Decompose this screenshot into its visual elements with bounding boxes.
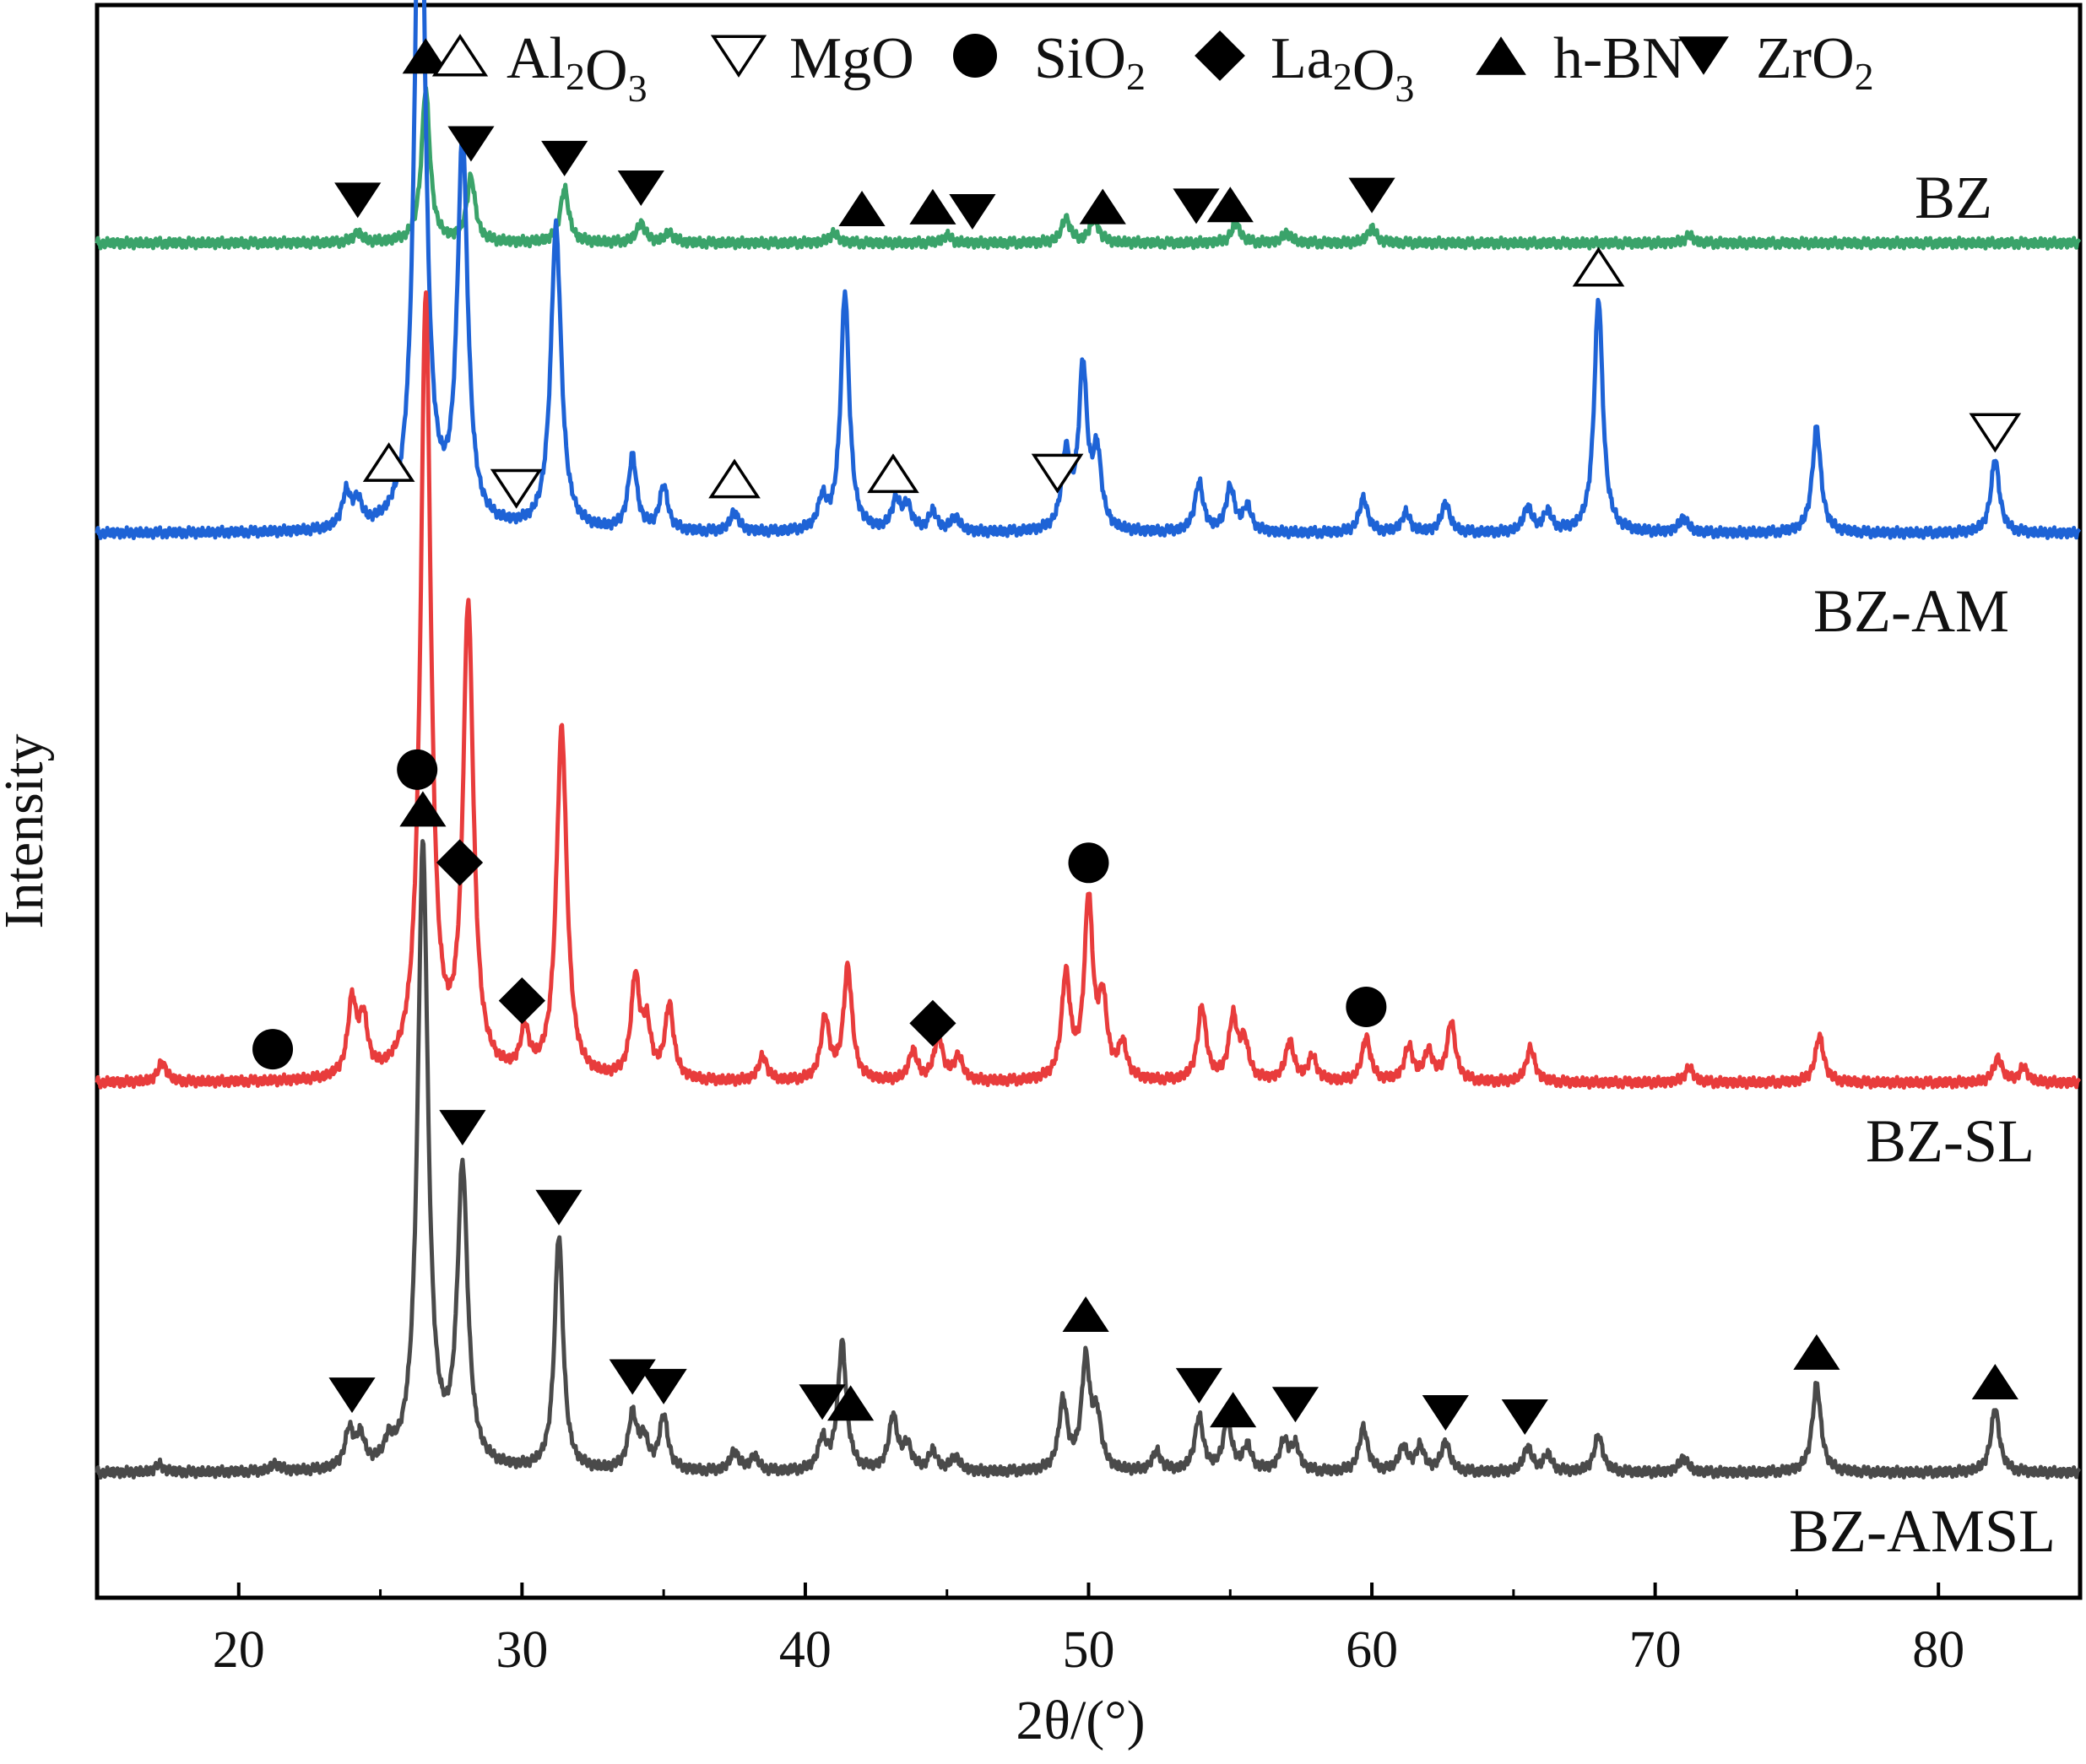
legend-marker-h-bn bbox=[1476, 36, 1526, 75]
peak-marker-bz-sl-4 bbox=[909, 999, 956, 1047]
peak-marker-bz-7 bbox=[949, 194, 996, 230]
legend-marker-mgo bbox=[710, 35, 767, 78]
peak-marker-bz-sl-5 bbox=[1068, 842, 1109, 884]
x-tick-label-80: 80 bbox=[1912, 1621, 1964, 1679]
legend-label-la2o3: La2O3 bbox=[1271, 26, 1414, 110]
peak-marker-bz-am-3 bbox=[708, 458, 761, 499]
peak-marker-bz-5 bbox=[838, 190, 886, 226]
legend-marker-sio2 bbox=[953, 34, 997, 78]
x-tick-label-60: 60 bbox=[1346, 1621, 1398, 1679]
series-line-bz bbox=[95, 85, 2082, 251]
legend-label-al2o3: Al2O3 bbox=[507, 26, 647, 110]
peak-marker-bz-9 bbox=[1173, 188, 1220, 225]
peak-marker-bz-am-5 bbox=[1031, 453, 1084, 494]
peak-marker-bz-sl-0 bbox=[252, 1029, 294, 1070]
peak-marker-bz-11 bbox=[1348, 177, 1395, 214]
x-tick-label-70: 70 bbox=[1629, 1621, 1682, 1679]
peak-marker-bz-amsl-12 bbox=[1422, 1394, 1469, 1431]
x-tick-label-20: 20 bbox=[213, 1621, 265, 1679]
peak-marker-bz-am-7 bbox=[1969, 413, 2022, 453]
series-label-bz-sl: BZ-SL bbox=[1866, 1107, 2035, 1175]
peak-marker-bz-amsl-11 bbox=[1271, 1387, 1319, 1423]
peak-marker-bz-10 bbox=[1206, 187, 1254, 223]
peak-marker-bz-4 bbox=[617, 170, 664, 206]
peak-marker-bz-amsl-5 bbox=[640, 1368, 687, 1404]
peak-marker-bz-sl-1 bbox=[397, 749, 438, 790]
peak-marker-bz-3 bbox=[541, 140, 588, 176]
peak-marker-bz-amsl-10 bbox=[1210, 1392, 1257, 1428]
peak-marker-bz-amsl-9 bbox=[1175, 1367, 1222, 1404]
peak-marker-bz-amsl-1 bbox=[399, 791, 447, 827]
legend-marker-al2o3 bbox=[431, 34, 489, 77]
peak-marker-bz-amsl-2 bbox=[439, 1110, 486, 1146]
peak-marker-bz-sl-3 bbox=[498, 977, 545, 1025]
peak-marker-bz-amsl-14 bbox=[1793, 1334, 1840, 1370]
y-axis-title: Intensity bbox=[0, 734, 55, 929]
peak-marker-bz-6 bbox=[909, 188, 956, 225]
markers-group bbox=[252, 38, 2022, 1435]
peak-marker-bz-amsl-8 bbox=[1062, 1296, 1109, 1333]
peak-marker-bz-am-6 bbox=[1572, 246, 1625, 287]
legend-label-mgo: MgO bbox=[789, 26, 914, 91]
series-line-bz-am bbox=[95, 0, 2082, 540]
x-tick-label-30: 30 bbox=[496, 1621, 548, 1679]
legend-marker-zro2 bbox=[1678, 36, 1729, 75]
series-line-bz-sl bbox=[95, 290, 2082, 1090]
legend: Al2O3 MgO SiO2 La2O3 h-BN ZrO2 bbox=[431, 26, 1874, 110]
curves-group bbox=[95, 0, 2082, 1480]
peak-marker-bz-8 bbox=[1079, 188, 1126, 225]
x-tick-label-40: 40 bbox=[779, 1621, 832, 1679]
peak-marker-bz-2 bbox=[447, 126, 495, 162]
peak-marker-bz-am-1 bbox=[362, 442, 415, 482]
series-labels-group: BZ BZ-AM BZ-SL BZ-AMSL bbox=[1789, 164, 2056, 1565]
peak-marker-bz-amsl-13 bbox=[1501, 1399, 1548, 1435]
legend-label-h-bn: h-BN bbox=[1553, 26, 1685, 91]
series-label-bz: BZ bbox=[1915, 164, 1992, 231]
peak-marker-bz-sl-2 bbox=[436, 839, 484, 886]
series-label-bz-amsl: BZ-AMSL bbox=[1789, 1497, 2056, 1565]
peak-marker-bz-amsl-4 bbox=[609, 1359, 656, 1395]
legend-label-zro2: ZrO2 bbox=[1756, 26, 1874, 98]
peak-marker-bz-0 bbox=[334, 182, 382, 219]
peak-marker-bz-1 bbox=[402, 38, 449, 74]
peak-marker-bz-sl-6 bbox=[1346, 986, 1387, 1027]
peak-marker-bz-amsl-15 bbox=[1971, 1363, 2018, 1399]
peak-marker-bz-amsl-3 bbox=[535, 1189, 582, 1226]
peak-marker-bz-amsl-6 bbox=[799, 1384, 846, 1420]
series-line-bz-amsl bbox=[95, 839, 2082, 1480]
x-tick-label-50: 50 bbox=[1063, 1621, 1115, 1679]
peak-marker-bz-am-4 bbox=[867, 453, 919, 494]
peak-marker-bz-amsl-0 bbox=[328, 1377, 376, 1414]
x-axis-title: 2θ/(°) bbox=[1016, 1690, 1145, 1751]
peak-marker-bz-amsl-7 bbox=[827, 1385, 875, 1421]
x-axis-ticks: 20 30 40 50 60 70 80 bbox=[95, 1583, 2082, 1679]
legend-label-sio2: SiO2 bbox=[1034, 26, 1146, 98]
series-label-bz-am: BZ-AM bbox=[1813, 577, 2009, 645]
peak-marker-bz-am-2 bbox=[490, 468, 543, 509]
legend-marker-la2o3 bbox=[1195, 30, 1245, 81]
